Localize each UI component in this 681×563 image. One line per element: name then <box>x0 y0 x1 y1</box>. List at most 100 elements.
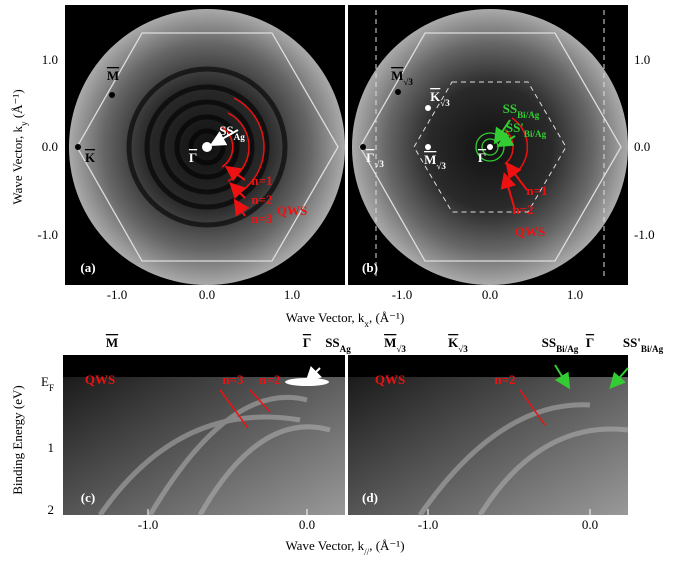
label: M√3 <box>384 335 406 354</box>
label-text: n=2 <box>494 372 515 387</box>
label-text: M <box>424 152 436 167</box>
label: 1 <box>48 440 55 455</box>
label: Γ <box>303 335 311 350</box>
label-sub: Bi/Ag <box>641 344 664 354</box>
label-sub: √3 <box>396 344 406 354</box>
label: (b) <box>362 260 378 275</box>
label: 0.0 <box>199 287 215 302</box>
panel-b-image <box>348 5 628 285</box>
label-text: Γ <box>189 150 197 165</box>
label-sub: Ag <box>234 132 246 142</box>
label-sub: Bi/Ag <box>556 344 579 354</box>
label: QWS <box>277 203 307 218</box>
label-text: SS <box>325 335 339 350</box>
label: 2 <box>48 502 55 517</box>
label: 0.0 <box>42 139 58 154</box>
label: n=2 <box>494 372 515 387</box>
label-end: , (Å⁻¹) <box>369 310 404 325</box>
label: M <box>107 68 119 83</box>
label: SSBi/Ag <box>542 335 579 354</box>
label: n=3 <box>222 372 244 387</box>
label: QWS <box>515 224 545 239</box>
label-text: n=2 <box>251 192 272 207</box>
label: Wave Vector, kx, (Å⁻¹) <box>286 310 405 329</box>
label: 1.0 <box>284 287 300 302</box>
label-text: n=1 <box>251 173 272 188</box>
label: -1.0 <box>37 227 58 242</box>
label-text: Wave Vector, k <box>286 310 365 325</box>
label-text: n=3 <box>251 211 273 226</box>
label: n=1 <box>526 183 547 198</box>
label-text: SS <box>542 335 556 350</box>
label-sub: √3 <box>436 161 446 171</box>
label: M <box>106 335 118 350</box>
label-end: , (Å⁻¹) <box>369 538 404 553</box>
label-text: n=2 <box>259 372 280 387</box>
label: K <box>85 150 96 165</box>
label: n=2 <box>251 192 272 207</box>
label: Wave Vector, ky (Å⁻¹) <box>10 89 29 204</box>
label-text: Γ <box>478 150 486 165</box>
label-text: 1 <box>48 440 55 455</box>
label: n=3 <box>251 211 273 226</box>
label-text: K <box>85 150 96 165</box>
label: Wave Vector, k//, (Å⁻¹) <box>285 538 404 557</box>
label-text: E <box>41 374 49 389</box>
label: QWS <box>375 372 405 387</box>
label-text: n=2 <box>512 202 533 217</box>
label: 1.0 <box>567 287 583 302</box>
label-sub: Ag <box>340 344 352 354</box>
label-text: Binding Energy (eV) <box>10 385 25 495</box>
panel-a-image <box>65 5 345 285</box>
label-sub: Bi/Ag <box>524 129 547 139</box>
label-end: (Å⁻¹) <box>10 89 25 121</box>
label-text: SS <box>219 123 233 138</box>
label: K√3 <box>448 335 468 354</box>
label-text: n=3 <box>222 372 244 387</box>
label-text: QWS <box>277 203 307 218</box>
label: -1.0 <box>107 287 128 302</box>
label-text: Γ <box>303 335 311 350</box>
label-sub: Bi/Ag <box>517 110 540 120</box>
label: -1.0 <box>392 287 413 302</box>
label: 0.0 <box>582 517 598 532</box>
label-sub: √3 <box>440 98 450 108</box>
label-text: M <box>106 335 118 350</box>
label-sub: √3 <box>458 344 468 354</box>
label: n=2 <box>512 202 533 217</box>
label: Γ <box>189 150 197 165</box>
label-text: SS' <box>506 120 524 135</box>
label: 0.0 <box>634 139 650 154</box>
label: 1.0 <box>634 52 650 67</box>
label: 0.0 <box>299 517 315 532</box>
label: SSAg <box>325 335 351 354</box>
label: 0.0 <box>482 287 498 302</box>
label-text: Wave Vector, k <box>285 538 364 553</box>
label-text: M <box>107 68 119 83</box>
label: Γ <box>586 335 594 350</box>
label: n=2 <box>259 372 280 387</box>
label: -1.0 <box>418 517 439 532</box>
label-text: Γ <box>586 335 594 350</box>
label: -1.0 <box>634 227 655 242</box>
label-sub: √3 <box>403 77 413 87</box>
label-text: QWS <box>375 372 405 387</box>
label-text: QWS <box>515 224 545 239</box>
label-text: M <box>391 68 403 83</box>
label-text: QWS <box>85 372 115 387</box>
label: -1.0 <box>138 517 159 532</box>
label-text: 2 <box>48 502 55 517</box>
label-text: SS' <box>623 335 641 350</box>
label-text: Wave Vector, k <box>10 125 25 204</box>
label: (d) <box>362 490 378 505</box>
label: (c) <box>81 490 95 505</box>
label-sub: F <box>49 383 54 393</box>
label: (a) <box>80 260 95 275</box>
label: n=1 <box>251 173 272 188</box>
label: EF <box>41 374 54 393</box>
figure: (a)MKSSAgΓn=1n=2n=3QWS(b)M√3K√3Γ√3M√3ΓSS… <box>0 0 681 558</box>
label-sub: √3 <box>374 159 384 169</box>
label-text: M <box>384 335 396 350</box>
label: QWS <box>85 372 115 387</box>
label: Binding Energy (eV) <box>10 385 25 495</box>
